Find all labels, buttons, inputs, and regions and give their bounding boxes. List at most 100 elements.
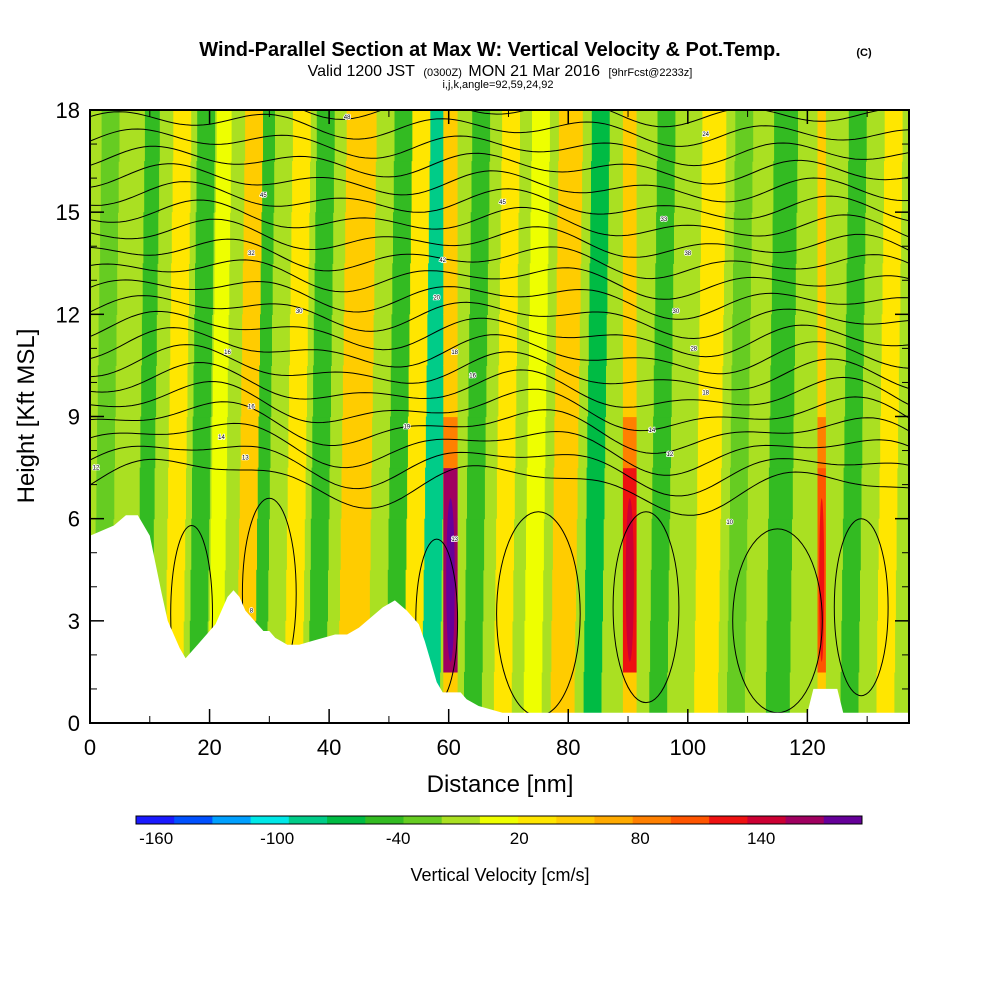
velocity-band-cell [591,110,610,162]
velocity-band-cell [586,467,605,520]
theta-contour [90,111,909,147]
theta-contour-label: 38 [684,251,691,257]
velocity-band-cell [392,263,411,315]
velocity-band-cell [847,212,866,264]
velocity-band-cell [842,518,861,571]
x-tick-label: 100 [669,735,706,760]
velocity-band-cell [213,314,229,366]
theta-contour [90,445,909,497]
valid-time-line: Valid 1200 JST (0300Z) MON 21 Mar 2016 [… [308,63,693,80]
velocity-band-cell [470,212,489,264]
velocity-band-cell [257,518,269,571]
theta-contour-label: 12 [93,466,100,472]
velocity-band-cell [528,365,547,418]
velocity-band-cell [340,518,371,571]
theta-contour-label: 14 [649,428,656,434]
velocity-band-cell [584,620,603,673]
theta-contour-label: 30 [296,309,303,315]
colorbar-swatch [479,816,519,824]
theta-contour-label: 30 [673,309,680,315]
velocity-band-cell [292,161,310,213]
velocity-band-cell [407,467,426,520]
velocity-band-cell [406,518,425,571]
velocity-band-cell [425,416,444,469]
velocity-band-cell [697,467,722,520]
theta-contour [90,361,909,408]
velocity-band-cell [291,212,310,264]
velocity-band-cell [497,416,516,469]
velocity-band-cell [194,314,213,366]
velocity-band-cell [212,365,228,418]
velocity-band-cell [552,518,577,571]
velocity-band-cell [310,518,329,571]
velocity-band-cell [139,467,155,520]
velocity-band-cell [556,263,581,315]
velocity-band-cell [443,365,458,418]
y-axis: 0 3 6 9 12 15 18 [56,98,909,736]
velocity-band-cell [650,620,668,673]
velocity-band-cell [212,416,228,469]
valid-date: MON 21 Mar 2016 [468,63,600,80]
velocity-band-cell [622,263,637,315]
velocity-band-cell [100,161,119,213]
velocity-band-cell [840,671,859,723]
velocity-band-cell [410,263,429,315]
velocity-band-cell [393,161,412,213]
velocity-band-cell [553,467,578,520]
velocity-band-cell [817,314,826,366]
x-axis-label: Distance [nm] [427,771,574,798]
velocity-band-cell [443,161,458,213]
colorbar-tick-label: 140 [747,829,775,848]
velocity-band-cell [880,416,899,469]
velocity-band-cell [817,161,826,213]
velocity-band-cell [288,416,307,469]
velocity-band-cell [97,416,115,469]
theta-contour-label: 14 [218,435,225,441]
velocity-band-cell [257,467,270,520]
velocity-band-cell [817,416,826,469]
velocity-band-cell [98,314,117,366]
velocity-band-cell [471,161,490,213]
theta-contour-label: 8 [250,609,254,615]
velocity-band-cell [342,416,373,469]
theta-contour [90,380,909,432]
velocity-band-cell [425,467,443,520]
velocity-band-cell [769,416,794,469]
velocity-band-cell [555,314,580,366]
velocity-band-cell [239,518,257,571]
theta-contour-closed [612,511,680,704]
velocity-band-cell [192,467,210,520]
velocity-band-cell [211,467,227,520]
velocity-band-cell [583,671,602,723]
x-axis: 0 20 40 60 80 100 120 [84,110,868,760]
colorbar-frame [135,815,863,825]
velocity-band-cell [527,416,546,469]
velocity-band-cell [884,110,903,162]
colorbar-tick-label: -160 [139,829,173,848]
velocity-band-cell [656,161,675,213]
valid-zulu: (0300Z) [423,67,462,79]
velocity-band-cell [286,569,305,622]
velocity-band-cell [700,212,725,264]
colorbar-swatch [327,816,366,824]
velocity-band-cell [529,314,547,366]
velocity-band-cell [771,263,796,315]
velocity-band-cell [315,212,334,264]
velocity-band-cell [167,518,186,571]
theta-contour-closed [833,518,889,697]
velocity-band-cell [311,467,330,520]
theta-contour-label: 19 [403,425,410,431]
velocity-band-cell [694,620,719,673]
velocity-band-cell [240,416,259,469]
theta-contour-label: 33 [661,217,668,223]
theta-contour-label: 16 [248,404,255,410]
velocity-band-cell [622,365,637,418]
colorbar-swatch [632,816,672,824]
velocity-band-cell [244,161,263,213]
velocity-band-cell [531,161,550,213]
colorbar-tick-labels: -160 -100 -40 20 80 140 [139,829,775,848]
velocity-band-cell [443,467,458,520]
velocity-band-cell [343,314,374,366]
velocity-band-cell [389,467,408,520]
